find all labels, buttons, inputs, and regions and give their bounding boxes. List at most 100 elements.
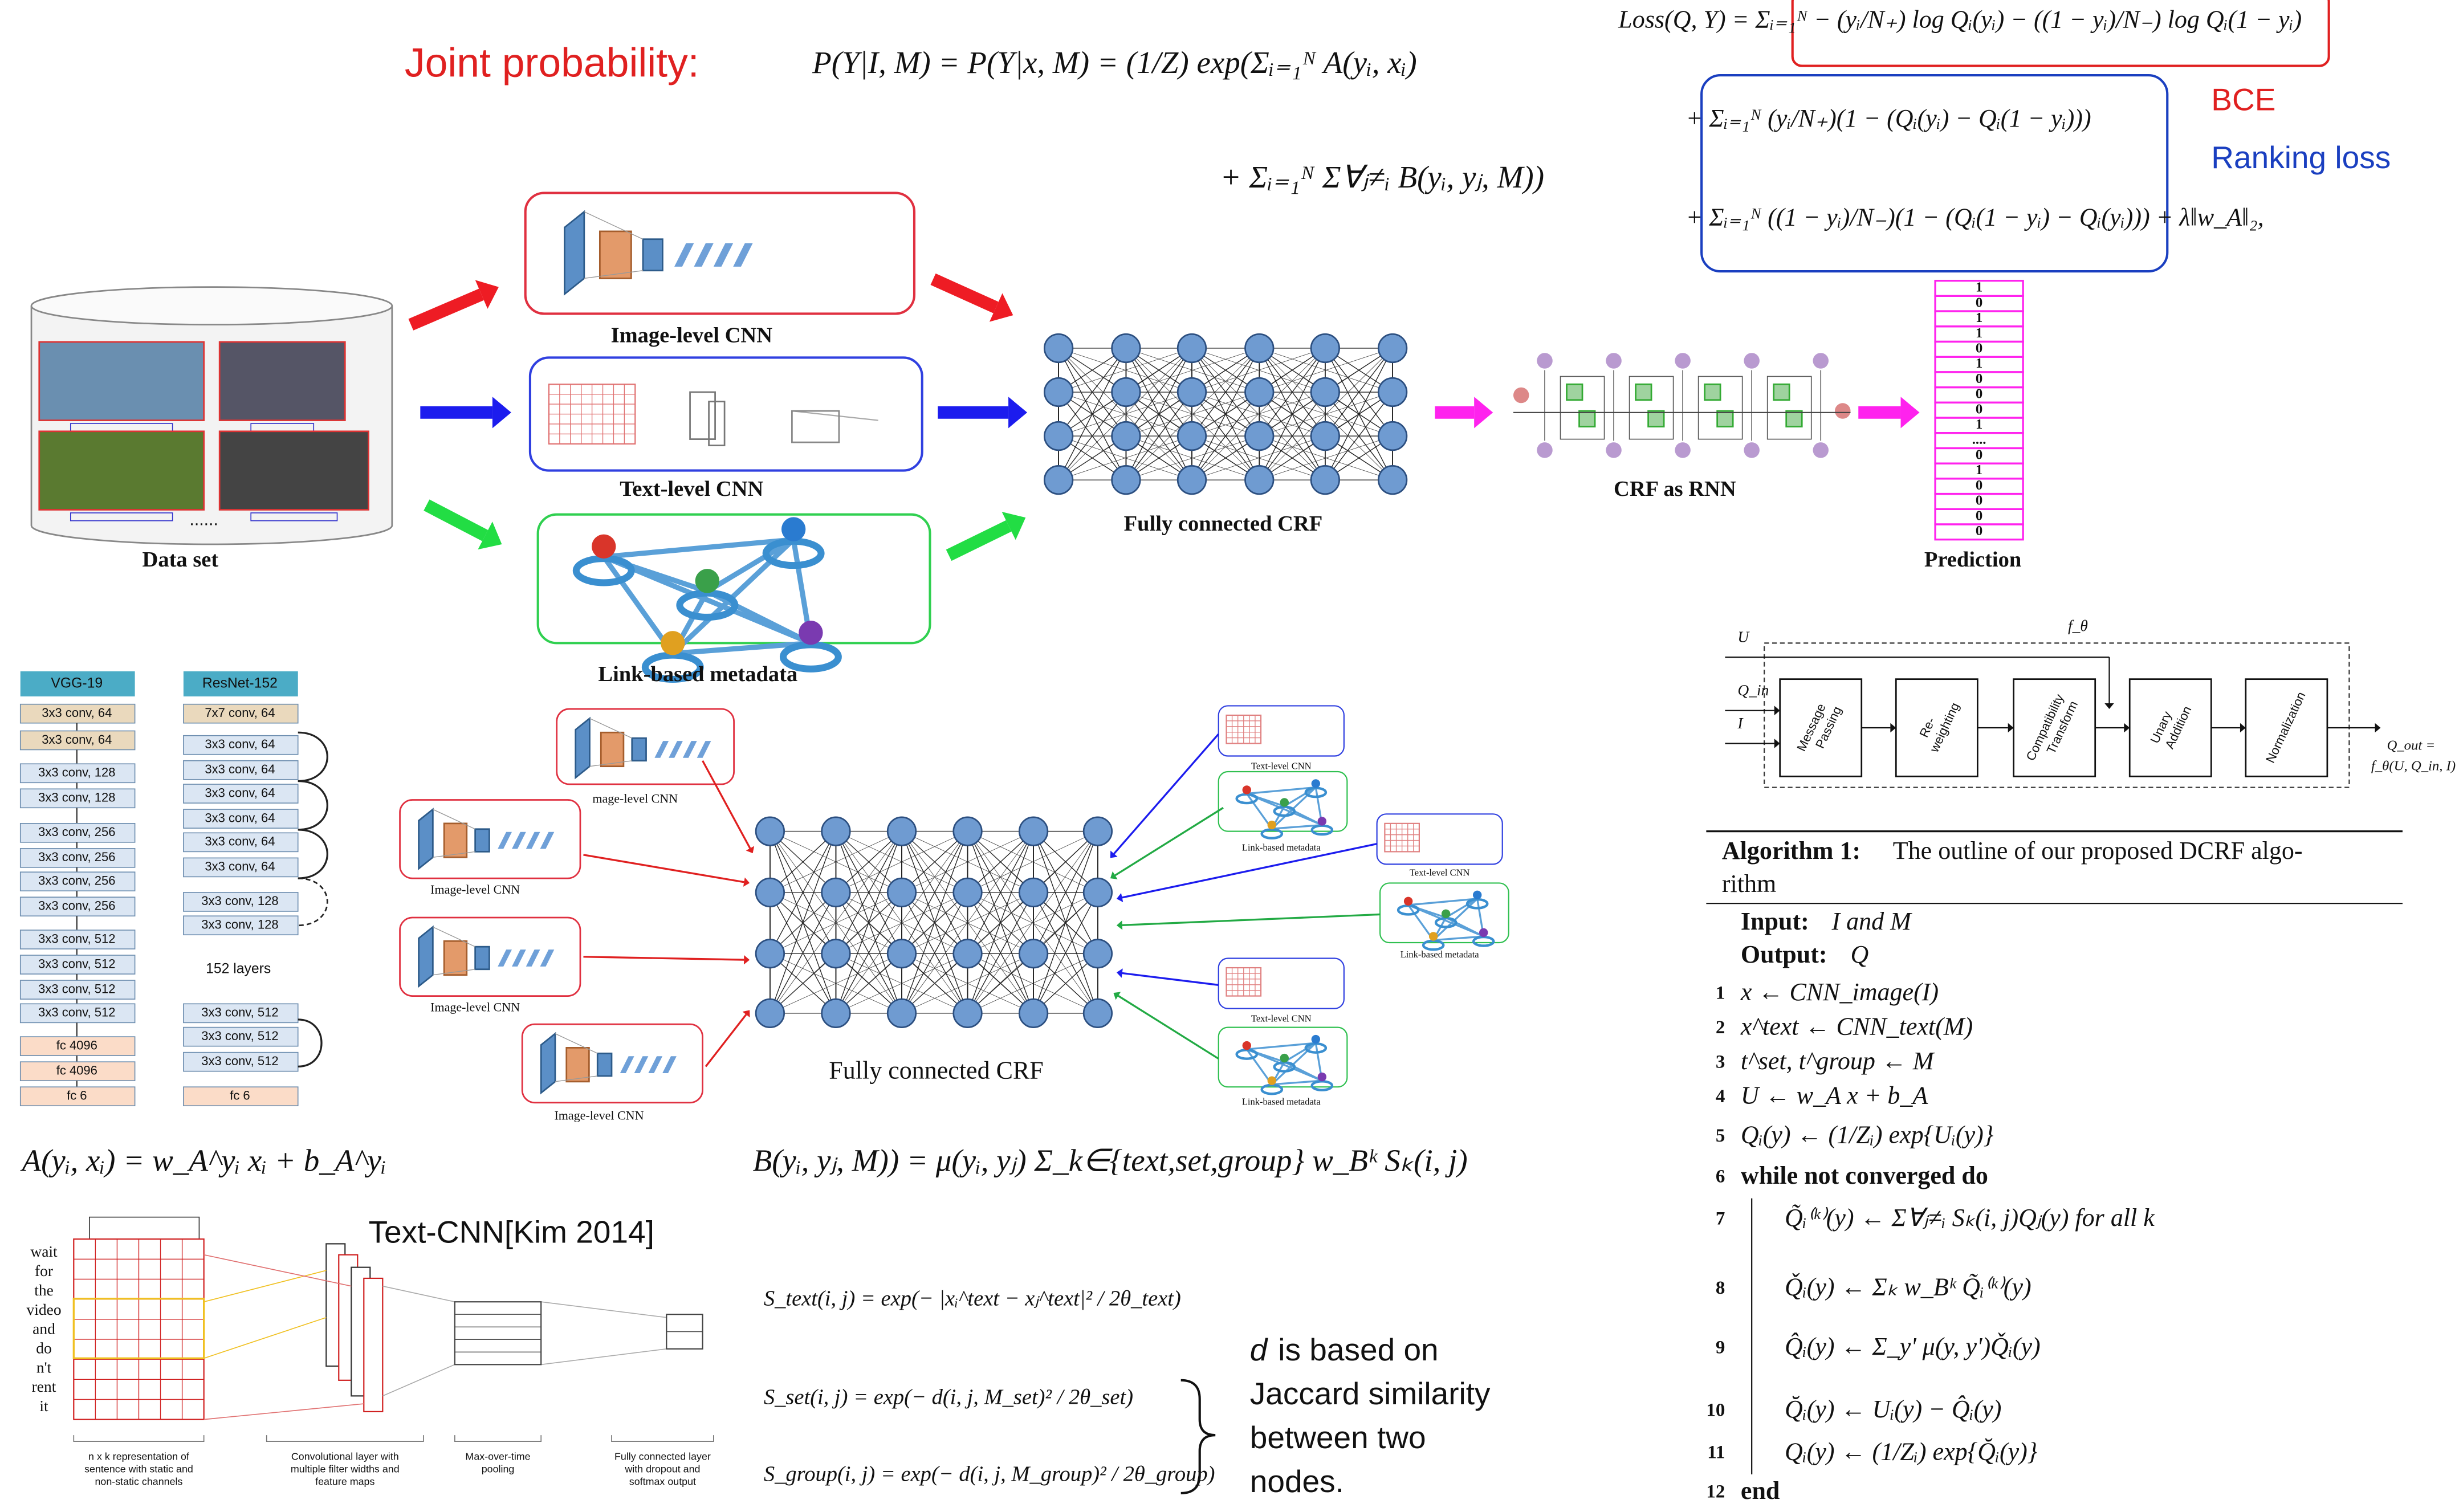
label: Fully connected CRF [1124, 512, 1323, 536]
rnn-unit [1813, 442, 1829, 458]
cnn-layer [419, 809, 433, 869]
rnn-unit [1606, 353, 1622, 369]
label: Image-level CNN [430, 882, 520, 896]
caption: sentence with static and [84, 1463, 193, 1474]
node [1084, 817, 1112, 846]
algorithm-line: U ← w_A x + b_A [1741, 1082, 1928, 1110]
algorithm-line: x ← CNN_image(I) [1740, 978, 1939, 1006]
box [1717, 411, 1733, 427]
cnn-stripe [662, 1056, 677, 1073]
graph-node [1237, 794, 1257, 803]
cnn-stripe [648, 1056, 662, 1073]
arrow-head [2240, 723, 2246, 733]
node [1019, 817, 1048, 846]
box [1636, 384, 1652, 400]
feature-map [364, 1278, 382, 1412]
prediction-bit: 1 [1976, 325, 1982, 341]
arrow-head [743, 1010, 750, 1017]
arrow-head [2008, 723, 2014, 733]
arrow-head [1890, 723, 1896, 733]
algorithm-line: Q̂ᵢ(y) ← Σ_y' μ(y, y')Q̌ᵢ(y) [1785, 1332, 2041, 1360]
algorithm-line: end [1741, 1477, 1780, 1505]
node [1112, 334, 1141, 362]
arrow-shaft [949, 526, 1009, 556]
formula: + Σᵢ₌₁ᴺ Σ∀ⱼ≠ᵢ B(yᵢ, yⱼ, M)) [1220, 160, 1544, 194]
connector [382, 1286, 455, 1302]
skip-connection [298, 878, 328, 926]
arrow-shaft [426, 505, 485, 536]
node [954, 817, 982, 846]
line-number: 4 [1716, 1086, 1725, 1107]
cnn-stripe [512, 832, 526, 849]
arrow-shaft [1114, 734, 1218, 854]
rnn-unit [1835, 403, 1851, 419]
box [1567, 384, 1583, 400]
node [1019, 999, 1048, 1028]
node [1311, 466, 1340, 494]
word: n't [36, 1358, 52, 1376]
person [1268, 821, 1276, 829]
cnn-stripe [694, 243, 713, 267]
person [1312, 779, 1320, 788]
layer-label: fc 4096 [56, 1038, 97, 1052]
caption: with dropout and [624, 1463, 700, 1474]
rnn-unit [1744, 353, 1760, 369]
input-label: I [1737, 714, 1744, 732]
node [1178, 334, 1206, 362]
node [1084, 878, 1112, 907]
prediction-bit: 1 [1976, 310, 1982, 325]
caption: Fully connected layer [614, 1450, 711, 1462]
person [1404, 897, 1412, 906]
layer-label: 3x3 conv, 256 [38, 899, 115, 913]
layer-label: fc 4096 [56, 1063, 97, 1077]
person [1442, 910, 1450, 918]
node [954, 878, 982, 907]
layer-label: 3x3 conv, 64 [205, 762, 275, 776]
prediction-bit: 0 [1976, 401, 1982, 417]
node [1112, 466, 1141, 494]
layer-label: 3x3 conv, 64 [42, 732, 112, 747]
label: Fully connected CRF [829, 1057, 1044, 1085]
line-number: 5 [1716, 1126, 1725, 1146]
box [1579, 411, 1595, 427]
word: and [32, 1320, 55, 1338]
arrow-shaft [411, 295, 482, 325]
person [1243, 785, 1251, 794]
node [1178, 378, 1206, 406]
cnn-stripe [620, 1056, 634, 1073]
layer-label: 3x3 conv, 64 [42, 706, 112, 720]
label: Input: [1741, 907, 1809, 935]
caption: n x k representation of [88, 1450, 189, 1462]
label: Link-based metadata [598, 662, 797, 686]
cnn-layer [597, 1053, 612, 1076]
skip-connection [298, 781, 328, 830]
line-number: 1 [1716, 983, 1725, 1003]
node [1378, 378, 1407, 406]
prediction-bit: 0 [1976, 508, 1982, 523]
cnn-stripe [498, 832, 512, 849]
prediction-bit: 1 [1976, 462, 1982, 478]
label: Image-level CNN [554, 1108, 644, 1123]
arrow-head [492, 397, 511, 428]
note-line: nodes. [1250, 1464, 1344, 1499]
arrow-head [1901, 397, 1920, 428]
label: Algorithm 1: [1722, 837, 1860, 865]
graph-node [1398, 906, 1418, 914]
node [1044, 334, 1073, 362]
cnn-stripe [669, 741, 683, 758]
graph-node [1237, 1050, 1257, 1058]
graph-node [576, 559, 632, 582]
matrix [455, 1302, 541, 1364]
label: Text-level CNN [620, 477, 763, 501]
box [1648, 411, 1664, 427]
cnn-stripe [634, 1056, 649, 1073]
thumbnail [219, 342, 345, 421]
note-line: between two [1250, 1420, 1426, 1455]
node [1084, 939, 1112, 968]
word: for [35, 1262, 53, 1279]
formula: Loss(Q, Y) = Σᵢ₌₁ᴺ − (yᵢ/N₊) log Qᵢ(yᵢ) … [1618, 6, 2302, 34]
diagram: Joint probability:P(Y|I, M) = P(Y|x, M) … [0, 0, 2459, 1512]
label: Image-level CNN [611, 324, 773, 348]
annotation: BCE [2211, 81, 2275, 117]
layer-label: 3x3 conv, 256 [38, 825, 115, 839]
